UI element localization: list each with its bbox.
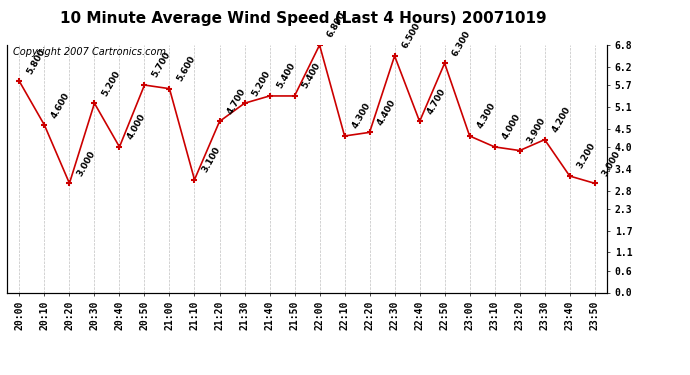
Text: 5.400: 5.400 [275, 62, 297, 90]
Text: 4.300: 4.300 [350, 102, 372, 130]
Text: 5.400: 5.400 [300, 62, 322, 90]
Text: 6.800: 6.800 [325, 10, 347, 39]
Text: 4.400: 4.400 [375, 98, 397, 127]
Text: 6.500: 6.500 [400, 21, 422, 50]
Text: 4.000: 4.000 [125, 112, 147, 141]
Text: 3.100: 3.100 [200, 145, 222, 174]
Text: 3.000: 3.000 [600, 149, 622, 178]
Text: 4.600: 4.600 [50, 90, 72, 120]
Text: 6.300: 6.300 [450, 29, 472, 58]
Text: 3.000: 3.000 [75, 149, 97, 178]
Text: 5.600: 5.600 [175, 54, 197, 83]
Text: 5.700: 5.700 [150, 51, 172, 80]
Text: 4.300: 4.300 [475, 102, 497, 130]
Text: 5.800: 5.800 [25, 47, 47, 76]
Text: 4.700: 4.700 [425, 87, 447, 116]
Text: 4.200: 4.200 [550, 105, 572, 134]
Text: 3.900: 3.900 [525, 116, 547, 145]
Text: 4.700: 4.700 [225, 87, 247, 116]
Text: 10 Minute Average Wind Speed (Last 4 Hours) 20071019: 10 Minute Average Wind Speed (Last 4 Hou… [60, 11, 547, 26]
Text: 5.200: 5.200 [250, 69, 272, 98]
Text: Copyright 2007 Cartronics.com: Copyright 2007 Cartronics.com [13, 48, 166, 57]
Text: 4.000: 4.000 [500, 112, 522, 141]
Text: 5.200: 5.200 [100, 69, 122, 98]
Text: 3.200: 3.200 [575, 142, 597, 171]
